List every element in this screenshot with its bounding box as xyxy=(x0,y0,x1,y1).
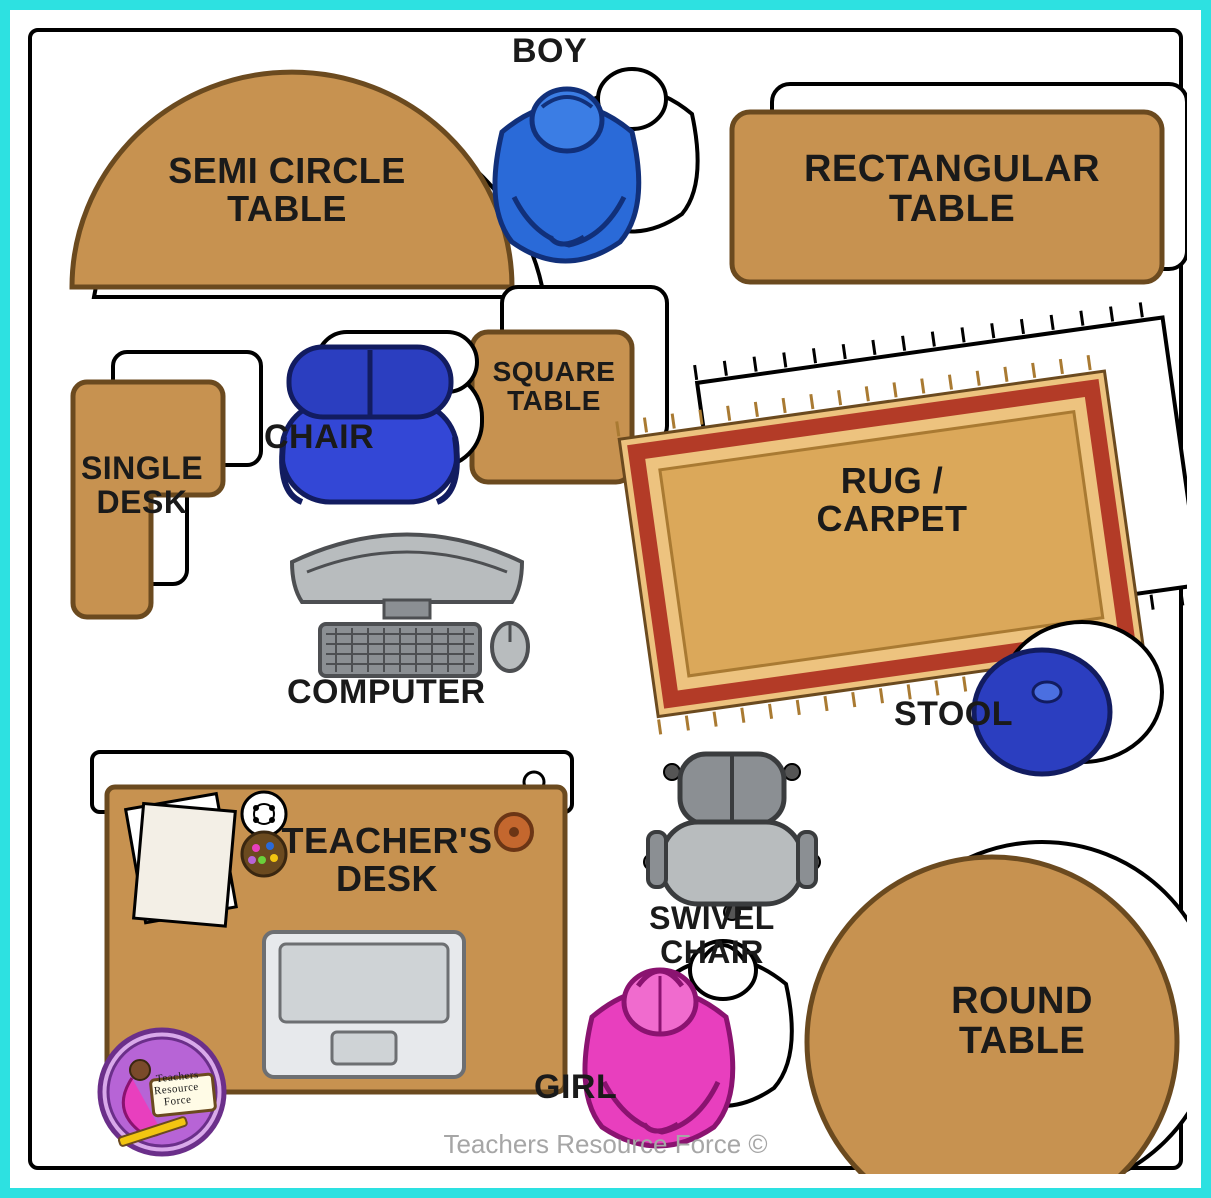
round-table-icon xyxy=(807,842,1187,1174)
girl-icon xyxy=(585,941,792,1146)
swivel-chair-icon xyxy=(644,754,820,920)
computer-icon xyxy=(292,535,528,677)
rectangular-table-icon xyxy=(732,84,1187,282)
boy-icon xyxy=(495,69,698,261)
chair-icon xyxy=(282,332,482,502)
semi-circle-table-icon xyxy=(72,72,544,297)
inner-panel: BOY SEMI CIRCLE TABLE RECTANGULAR TABLE … xyxy=(28,28,1183,1170)
single-desk-icon xyxy=(73,352,261,617)
scene-svg xyxy=(32,32,1187,1174)
outer-frame: BOY SEMI CIRCLE TABLE RECTANGULAR TABLE … xyxy=(0,0,1211,1198)
credit-text: Teachers Resource Force © xyxy=(32,1129,1179,1160)
